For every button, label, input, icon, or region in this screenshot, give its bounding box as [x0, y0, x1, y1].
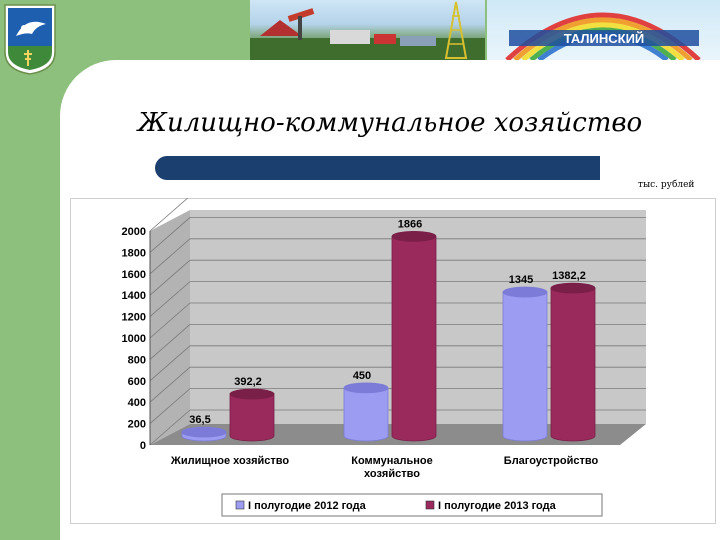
legend-label: I полугодие 2012 года	[248, 500, 367, 512]
banner-image: ТАЛИНСКИЙ	[487, 0, 720, 60]
gridline	[149, 198, 189, 232]
oil-field-photo	[250, 0, 485, 60]
gridline	[149, 324, 646, 360]
banner-text: ТАЛИНСКИЙ	[564, 31, 645, 46]
title-underline-bar	[155, 156, 600, 180]
legend-label: I полугодие 2013 года	[438, 500, 557, 512]
bar-top	[502, 286, 548, 298]
bar-top	[181, 426, 227, 438]
legend-box	[221, 493, 603, 517]
bar-chart: 0 200 400 600 800 1000 1200 1400 1600 1800 2000 36,…	[122, 198, 646, 517]
bar-cylinder	[391, 235, 437, 442]
gridline	[149, 302, 646, 339]
bar-top	[391, 230, 437, 242]
data-label: 1866	[398, 218, 422, 230]
units-label: тыс. рублей	[638, 180, 695, 190]
y-tick-label: 1400	[122, 290, 146, 302]
y-tick-label: 1600	[122, 269, 146, 281]
gridline	[149, 281, 646, 317]
bar-cylinder	[502, 291, 548, 442]
gridline	[149, 238, 646, 275]
chart-side-wall	[150, 210, 190, 445]
y-tick-label: 2000	[122, 226, 146, 238]
x-category-label: хозяйство	[364, 468, 420, 480]
y-tick-label: 400	[128, 397, 146, 409]
x-category-label: Благоустройство	[504, 455, 599, 467]
y-tick-label: 0	[140, 440, 146, 452]
data-label: 1345	[509, 274, 533, 286]
gridline	[149, 259, 646, 296]
x-category-label: Коммунальное	[351, 455, 433, 467]
bar-top	[229, 388, 275, 400]
x-category-label: Жилищное хозяйство	[170, 455, 289, 467]
left-strip	[0, 0, 60, 540]
y-tick-label: 800	[128, 354, 146, 366]
data-label: 450	[353, 370, 371, 382]
bar-top	[343, 382, 389, 394]
data-label: 36,5	[189, 414, 210, 426]
legend-swatch	[425, 500, 435, 510]
y-tick-label: 600	[128, 376, 146, 388]
gridline	[149, 388, 646, 424]
coat-of-arms-logo	[4, 4, 56, 75]
gridline	[149, 409, 646, 446]
data-label: 1382,2	[552, 270, 586, 282]
y-tick-label: 1200	[122, 312, 146, 324]
y-tick-label: 200	[128, 419, 146, 431]
gridline	[149, 217, 646, 253]
bar-cylinder	[550, 287, 596, 442]
legend-swatch	[235, 500, 245, 510]
bar-top	[550, 282, 596, 294]
bar-cylinder	[343, 387, 389, 442]
page-title: Жилищно-коммунальное хозяйство	[137, 108, 643, 138]
gridline	[149, 345, 646, 382]
gridline	[149, 366, 646, 403]
data-label: 392,2	[234, 376, 262, 388]
y-tick-label: 1800	[122, 247, 146, 259]
bar-cylinder	[229, 393, 275, 442]
y-tick-label: 1000	[122, 333, 146, 345]
